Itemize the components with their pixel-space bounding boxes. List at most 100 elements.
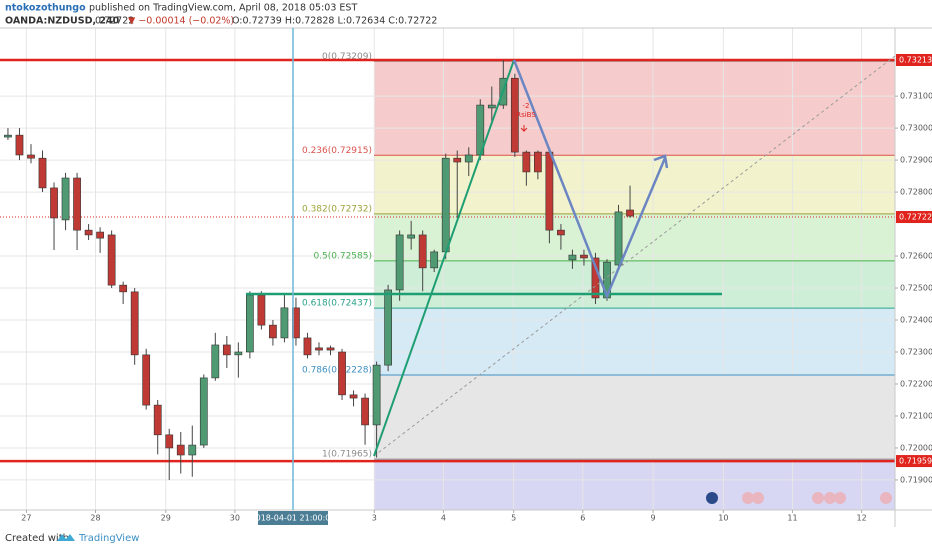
fib-label: 0.382(0.72732) [302, 204, 372, 214]
candle-body [188, 444, 197, 456]
event-icon[interactable] [752, 492, 764, 504]
x-tick-label: 9 [651, 514, 656, 523]
candle-body [234, 351, 243, 356]
x-tick-label: 10 [718, 514, 728, 523]
signal-arrow [520, 125, 528, 133]
fib-band [374, 459, 895, 510]
candle-body [395, 234, 404, 291]
candle-body [73, 177, 81, 231]
candle-body [545, 151, 554, 231]
candle-body [453, 157, 462, 163]
event-icon[interactable] [834, 492, 846, 504]
candle-body [464, 154, 473, 163]
event-icon[interactable] [812, 492, 824, 504]
y-tick-label: 0.71900 [900, 475, 932, 484]
brand-logo [57, 534, 75, 541]
fib-label: 0.786(0.72228) [302, 366, 372, 376]
candle-body [557, 229, 565, 236]
candle-body [61, 177, 70, 221]
candle-body [165, 434, 174, 449]
candle-body [38, 157, 47, 189]
candle-body [15, 134, 24, 156]
candle-body [430, 251, 439, 269]
price-tag-label: 0.72722 [899, 213, 932, 222]
candle-body [384, 289, 392, 366]
candle-body [626, 209, 634, 217]
price-tag-label: 0.73213 [899, 55, 932, 64]
candle-body [441, 157, 450, 253]
candle-body [130, 291, 139, 356]
last-price: 0.72722 [95, 16, 134, 27]
y-tick-label: 0.72300 [900, 347, 932, 356]
event-icon[interactable] [880, 492, 892, 504]
candle-body [153, 404, 162, 436]
fib-label: 0.236(0.72915) [302, 146, 372, 156]
fib-label: 0.5(0.72585) [313, 251, 372, 261]
event-icon[interactable] [824, 492, 836, 504]
x-tick-label: 5 [511, 514, 516, 523]
candle-body [96, 231, 104, 239]
candle-body [326, 347, 335, 351]
projection-arrow [653, 154, 669, 169]
created-with: Created with [5, 533, 69, 544]
price-tag [896, 211, 932, 224]
candle-body [107, 234, 116, 286]
footer: Created with TradingView [5, 533, 139, 544]
published: published on TradingView.com, April 08, … [89, 3, 357, 14]
candle-body [372, 364, 381, 426]
candle-body [269, 324, 277, 339]
fib-band [374, 155, 895, 214]
candle-body [614, 211, 623, 266]
price-tag [896, 455, 932, 468]
y-tick-label: 0.73100 [900, 92, 932, 101]
x-tick-label: 29 [161, 514, 171, 523]
y-tick-label: 0.72000 [900, 443, 932, 452]
candle-body [510, 77, 519, 153]
candle-body [4, 134, 12, 138]
candle-body [222, 344, 231, 356]
crosshair-tag [258, 511, 328, 525]
crosshair-label: 2018-04-01 21:00:00 [251, 514, 336, 523]
signal-count: -2 [523, 102, 530, 110]
candle-body [568, 254, 577, 261]
symbol: OANDA:NZDUSD, 240 [5, 16, 120, 27]
candle-body [27, 154, 35, 159]
candle-body [349, 394, 358, 399]
signal-name: RsiBS [516, 111, 536, 119]
candle-body [142, 354, 151, 406]
event-icon[interactable] [706, 492, 718, 504]
fib-band [374, 260, 895, 309]
y-tick-label: 0.72200 [900, 379, 932, 388]
ohlc: O:0.72739 H:0.72828 L:0.72634 C:0.72722 [232, 16, 437, 27]
brand[interactable]: TradingView [78, 533, 139, 544]
x-tick-label: 4 [441, 514, 446, 523]
x-tick-label: 6 [580, 514, 585, 523]
fib-label: 0(0.73209) [322, 52, 372, 62]
y-tick-label: 0.72800 [900, 188, 932, 197]
candle-body [338, 351, 346, 396]
trend-line [373, 59, 515, 457]
candle-body [361, 397, 369, 426]
header: ntokozothungo published on TradingView.c… [5, 3, 437, 27]
fib-label: 1(0.71965) [322, 450, 372, 460]
projection [512, 59, 667, 300]
plot-area: 0(0.73209) 0.236(0.72915) 0.382(0.72732) 0.… [0, 28, 895, 510]
candle-body [580, 254, 588, 259]
author[interactable]: ntokozothungo [5, 3, 86, 14]
candle-body [257, 294, 266, 326]
event-icon[interactable] [742, 492, 754, 504]
candle-body [280, 307, 289, 339]
candle-body [176, 444, 185, 456]
candle-body [50, 187, 58, 219]
y-tick-label: 0.73000 [900, 124, 932, 133]
x-tick-label: 3 [372, 514, 377, 523]
y-tick-label: 0.72500 [900, 284, 932, 293]
fib-band [374, 375, 895, 460]
x-tick-label: 11 [787, 514, 797, 523]
price-tag-label: 0.71959 [899, 457, 932, 466]
candle-body [522, 151, 531, 173]
y-tick-label: 0.72600 [900, 252, 932, 261]
fib-band [374, 61, 895, 156]
